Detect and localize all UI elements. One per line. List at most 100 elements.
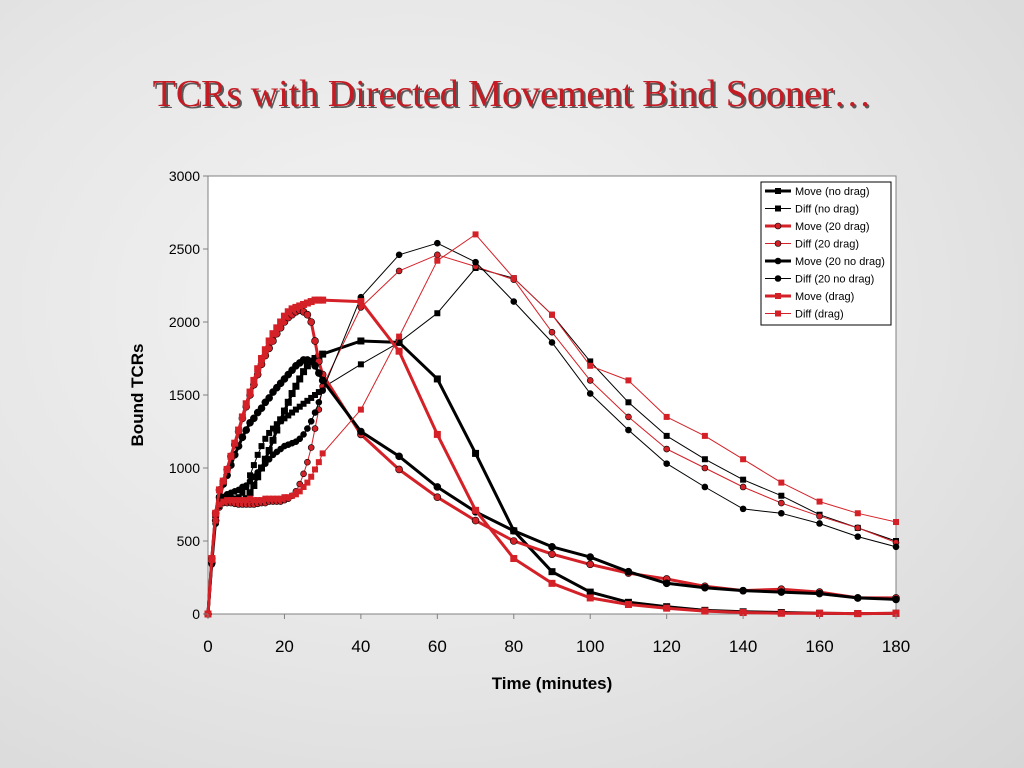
legend-label: Move (20 drag) [795, 221, 870, 233]
data-point [285, 494, 292, 501]
data-point [586, 553, 595, 561]
x-tick-label: 160 [805, 637, 833, 656]
data-point [216, 501, 223, 508]
y-tick-label: 1000 [169, 460, 200, 476]
data-point [266, 495, 273, 502]
data-point [277, 318, 285, 326]
data-point [311, 355, 319, 362]
data-point [740, 456, 747, 463]
data-point [357, 427, 365, 436]
data-point [319, 450, 326, 457]
legend-label: Move (drag) [795, 291, 854, 303]
data-point [434, 310, 441, 317]
data-point [433, 493, 442, 502]
data-point [315, 369, 323, 377]
data-point [854, 524, 862, 532]
x-tick-label: 60 [428, 637, 447, 656]
data-point [625, 426, 632, 434]
data-point [433, 375, 441, 383]
data-point [258, 497, 265, 504]
data-point [701, 483, 709, 491]
data-point [250, 497, 257, 504]
data-point [892, 609, 900, 617]
data-point [280, 407, 288, 415]
data-point [549, 311, 555, 318]
slide-title: TCRs with Directed Movement Bind Sooner… [152, 73, 872, 115]
data-point [258, 355, 266, 362]
data-point [624, 601, 632, 609]
data-point [509, 537, 518, 545]
data-point [242, 400, 250, 408]
y-tick-label: 0 [192, 606, 200, 622]
data-point [292, 406, 299, 413]
data-point [269, 495, 276, 502]
x-tick-label: 100 [576, 637, 604, 656]
data-point [250, 462, 257, 469]
series-layer [204, 231, 900, 618]
data-point [663, 460, 670, 467]
data-point [510, 555, 518, 563]
data-point [308, 473, 315, 480]
data-point [472, 449, 480, 457]
data-point [318, 376, 327, 385]
data-point [663, 445, 670, 453]
data-point [778, 479, 785, 486]
series-7 [205, 231, 899, 617]
data-point [227, 497, 234, 504]
data-point [265, 394, 273, 402]
data-point [854, 610, 862, 618]
data-point [250, 482, 258, 490]
data-point [586, 594, 594, 602]
data-point [307, 444, 315, 451]
data-point [548, 579, 556, 587]
data-point [315, 398, 323, 406]
data-point [319, 296, 327, 304]
data-point [586, 560, 595, 569]
data-point [816, 512, 823, 520]
data-point [433, 430, 441, 438]
data-point [587, 358, 594, 365]
data-point [247, 495, 254, 502]
data-point [625, 377, 632, 384]
data-point [296, 488, 303, 495]
data-point [304, 425, 311, 432]
data-point [740, 476, 747, 483]
data-point [208, 556, 215, 563]
data-point [311, 296, 319, 304]
data-point [625, 399, 632, 406]
data-point [307, 318, 316, 326]
data-point [395, 267, 403, 275]
y-tick-label: 2000 [169, 314, 200, 330]
data-point [587, 362, 594, 369]
data-point [277, 418, 284, 425]
data-point [311, 409, 319, 416]
data-point [739, 505, 747, 513]
legend-label: Diff (20 no drag) [795, 274, 874, 286]
data-point [261, 455, 269, 463]
data-point [220, 498, 227, 505]
legend-label: Diff (20 drag) [795, 239, 859, 251]
data-point [586, 390, 594, 397]
data-point [235, 426, 243, 434]
data-point [288, 305, 296, 313]
data-point [304, 479, 311, 486]
data-point [434, 251, 441, 259]
data-point [471, 516, 480, 525]
data-point [663, 413, 670, 420]
data-point [472, 231, 479, 238]
data-point [472, 506, 480, 514]
data-point [510, 298, 518, 305]
data-point [242, 426, 251, 434]
data-point [662, 579, 671, 588]
data-point [815, 589, 824, 598]
data-point [311, 425, 319, 432]
data-point [892, 595, 900, 604]
data-point [238, 413, 246, 421]
legend-label: Diff (drag) [795, 309, 844, 321]
data-point [300, 368, 308, 376]
data-point [739, 483, 747, 491]
data-point [239, 497, 246, 504]
series-6 [204, 296, 900, 618]
legend-label: Move (no drag) [795, 186, 870, 198]
data-point [357, 298, 365, 306]
